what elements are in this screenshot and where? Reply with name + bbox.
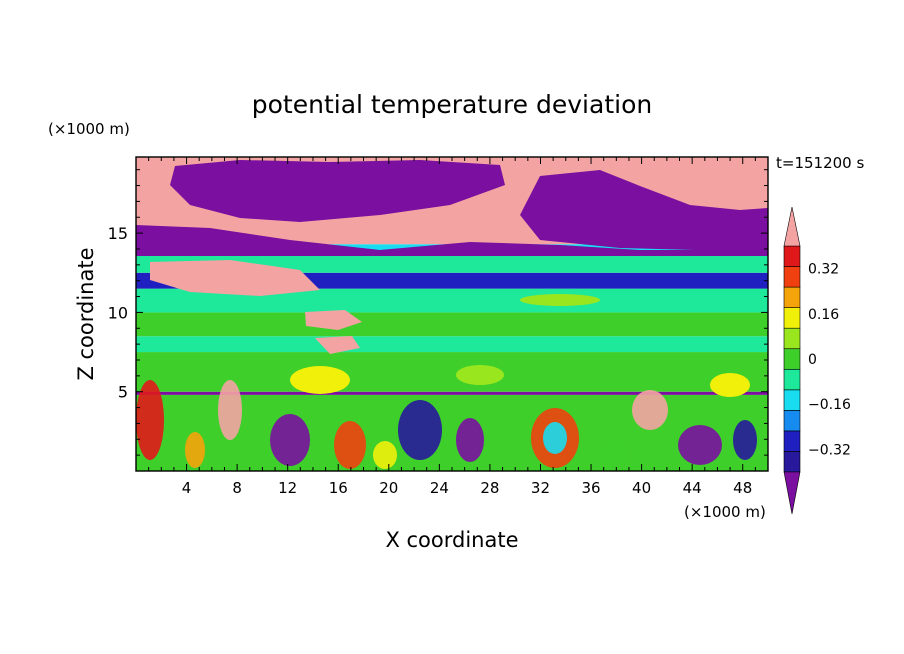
convective-cell-7 xyxy=(543,422,567,454)
field-band-5 xyxy=(136,288,768,313)
convective-cell-0 xyxy=(136,380,164,460)
mid-pink-patch-2 xyxy=(305,310,362,330)
warm-patch-0 xyxy=(290,366,350,394)
time-label: t=151200 s xyxy=(776,154,864,172)
convective-cell-11 xyxy=(185,432,205,468)
x-tick-label: 32 xyxy=(531,479,550,497)
x-tick-label: 12 xyxy=(278,479,297,497)
colorbar: 0.32 0.16 0 −0.16 −0.32 xyxy=(783,206,851,515)
y-tick-label: 10 xyxy=(108,303,128,322)
colorbar-swatch xyxy=(783,430,801,452)
convective-cell-5 xyxy=(456,418,484,462)
x-axis-label: X coordinate xyxy=(385,528,518,552)
colorbar-tick-label: 0.16 xyxy=(808,307,839,323)
colorbar-tick-label: −0.16 xyxy=(808,397,851,413)
warm-patch-3 xyxy=(520,294,600,306)
colorbar-swatch xyxy=(783,307,801,329)
x-tick-label: 24 xyxy=(430,479,449,497)
x-tick-label: 40 xyxy=(632,479,651,497)
colorbar-tick-label: −0.32 xyxy=(808,442,851,458)
field-band-2 xyxy=(136,352,768,392)
convective-cell-3 xyxy=(334,421,366,469)
x-tick-label: 8 xyxy=(232,479,242,497)
mid-pink-patch xyxy=(150,260,320,296)
convective-cell-1 xyxy=(218,380,242,440)
chart-title: potential temperature deviation xyxy=(252,90,652,119)
colorbar-swatch xyxy=(783,266,801,288)
y-tick-label: 15 xyxy=(108,224,128,243)
warm-patch-1 xyxy=(456,365,504,385)
y-axis-label: Z coordinate xyxy=(74,247,98,380)
field-band-1 xyxy=(136,391,768,395)
colorbar-swatch xyxy=(783,368,801,391)
y-axis: 5 10 15 xyxy=(108,169,768,456)
convective-cell-4 xyxy=(398,400,442,460)
x-tick-label: 4 xyxy=(182,479,192,497)
field-band-7 xyxy=(136,252,768,273)
field-band-3 xyxy=(136,336,768,353)
convective-cell-13 xyxy=(601,441,629,469)
colorbar-over-arrow xyxy=(783,206,801,247)
x-tick-label: 20 xyxy=(379,479,398,497)
convective-cell-8 xyxy=(632,390,668,430)
colorbar-swatch xyxy=(783,451,801,473)
convective-cell-9 xyxy=(678,425,722,465)
warm-patch-2 xyxy=(710,373,750,397)
convective-cell-10 xyxy=(733,420,757,460)
colorbar-swatch xyxy=(783,245,801,267)
colorbar-swatch xyxy=(783,327,801,350)
x-tick-label: 44 xyxy=(683,479,702,497)
convective-cell-12 xyxy=(373,441,397,469)
y-unit-label: (×1000 m) xyxy=(48,120,130,138)
x-unit-label: (×1000 m) xyxy=(684,503,766,521)
upper-purple-mass-2 xyxy=(520,170,768,252)
contour-field xyxy=(136,157,768,471)
colorbar-swatch xyxy=(783,410,801,432)
colorbar-swatch xyxy=(783,389,801,411)
mid-pink-patch-3 xyxy=(315,336,360,354)
colorbar-swatch xyxy=(783,286,801,308)
x-axis: 4 8 12 16 20 24 28 32 36 40 44 48 xyxy=(148,157,756,497)
upper-purple-mass xyxy=(170,160,505,222)
x-tick-label: 16 xyxy=(329,479,348,497)
colorbar-tick-label: 0.32 xyxy=(808,262,839,278)
x-tick-label: 28 xyxy=(480,479,499,497)
convective-cell-2 xyxy=(270,414,310,466)
field-band-4 xyxy=(136,312,768,337)
colorbar-tick-label: 0 xyxy=(808,352,817,368)
y-tick-label: 5 xyxy=(118,383,128,402)
colorbar-under-arrow xyxy=(783,471,801,515)
x-tick-label: 36 xyxy=(581,479,600,497)
x-tick-label: 48 xyxy=(733,479,752,497)
tropopause-purple xyxy=(136,225,768,256)
colorbar-swatch xyxy=(783,348,801,370)
